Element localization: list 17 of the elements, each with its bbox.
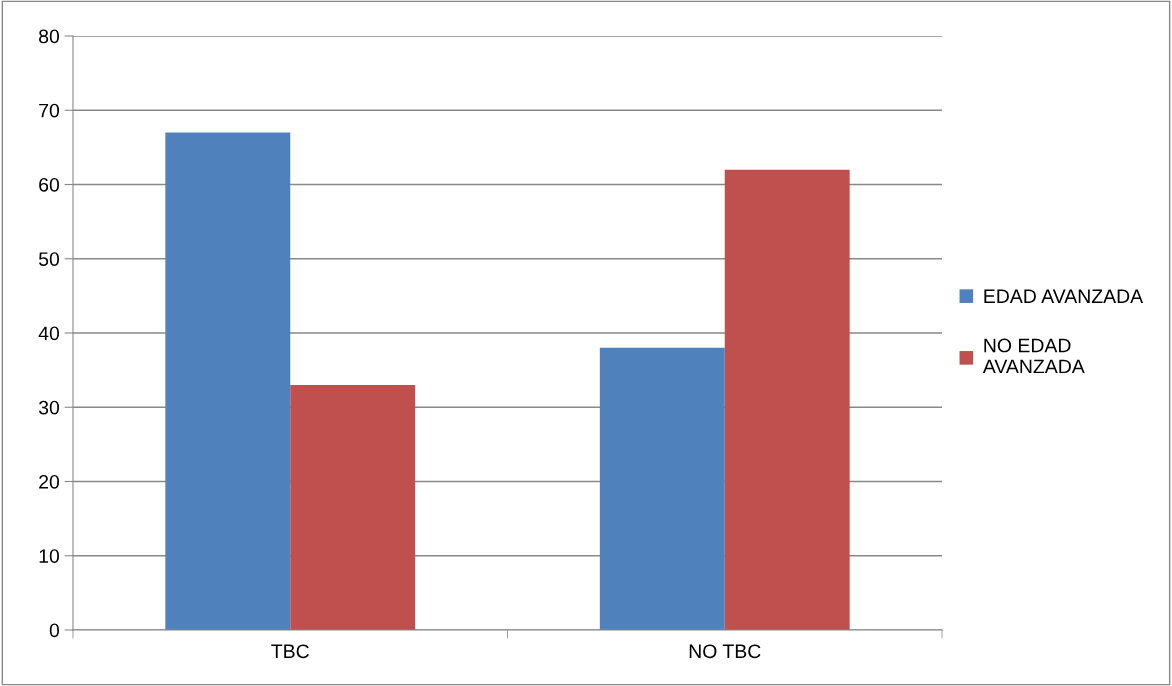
- x-tick-label: NO TBC: [689, 644, 761, 659]
- y-tick-label: 20: [39, 474, 60, 489]
- bar: [724, 169, 850, 630]
- bar: [165, 132, 291, 630]
- x-tick-label: TBC: [271, 644, 309, 659]
- y-tick-label: 60: [39, 177, 60, 192]
- y-tick-label: 30: [38, 400, 60, 415]
- y-tick-label: 70: [39, 103, 60, 118]
- bar: [599, 347, 725, 630]
- legend-label: NO EDAD AVANZADA: [982, 338, 1085, 374]
- y-tick-label: 50: [38, 252, 60, 266]
- y-tick-label: 0: [49, 623, 60, 638]
- y-tick-label: 10: [39, 549, 60, 563]
- bar: [290, 384, 416, 630]
- legend-label: EDAD AVANZADA: [984, 289, 1144, 303]
- y-tick-label: 40: [38, 326, 60, 341]
- y-tick-label: 80: [39, 29, 60, 44]
